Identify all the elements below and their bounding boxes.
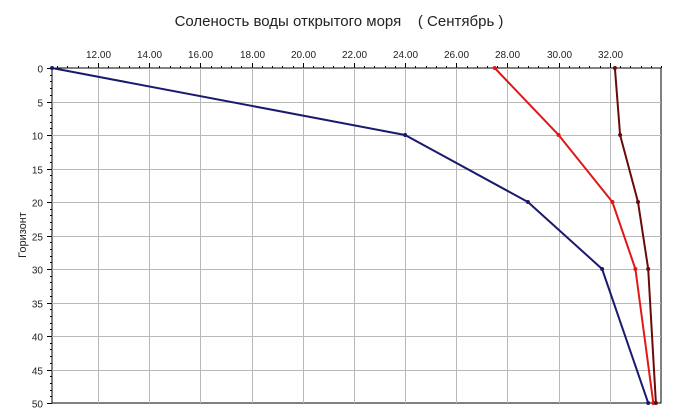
y-tick-label: 5: [37, 99, 43, 110]
series-1-line: [51, 67, 650, 404]
series-2-point: [610, 200, 615, 204]
series-2-point: [492, 66, 497, 70]
series-1-point: [646, 401, 651, 405]
series-3-line: [613, 67, 657, 404]
series-1-point: [525, 200, 530, 204]
series-3-point: [618, 133, 623, 137]
x-tick-label: 18.00: [240, 50, 265, 61]
y-tick-label: 50: [32, 400, 44, 411]
x-tick-label: 12.00: [86, 50, 111, 61]
series-1-point: [600, 267, 605, 271]
x-tick-label: 24.00: [393, 50, 418, 61]
series-2-point: [633, 267, 638, 271]
plot-area: 12.00 14.00 16.00 18.00 20.00 22.00 24.00 26.00…: [32, 50, 662, 411]
series-2-line: [493, 67, 655, 404]
x-tick-label: 22.00: [342, 50, 367, 61]
y-tick-label: 20: [32, 199, 44, 210]
y-tick-label: 10: [32, 132, 44, 143]
series-3-point: [636, 200, 640, 204]
series-1-point: [403, 133, 408, 137]
series-3-point: [612, 66, 617, 70]
x-tick-label: 20.00: [291, 50, 316, 61]
y-tick-label: 0: [37, 65, 43, 76]
x-tick-label: 26.00: [444, 50, 469, 61]
x-tick-label: 28.00: [495, 50, 520, 61]
y-tick-label: 35: [32, 300, 44, 311]
x-tick-label: 30.00: [547, 50, 572, 61]
plot-frame: [51, 67, 662, 404]
x-tick-label: 16.00: [188, 50, 213, 61]
y-tick-label: 15: [32, 166, 44, 177]
x-tick-label: 14.00: [137, 50, 162, 61]
y-axis-label: Горизонт: [17, 212, 29, 258]
series-3-point: [646, 267, 651, 271]
y-tick-label: 40: [32, 333, 44, 344]
series-3-point: [653, 401, 658, 405]
y-tick-label: 25: [32, 233, 44, 244]
y-tick-label: 45: [32, 367, 44, 378]
x-tick-label: 32.00: [598, 50, 623, 61]
series-1-point: [50, 66, 54, 70]
series-2-point: [556, 133, 561, 137]
chart-title: Соленость воды открытого моря ( Сентябрь…: [175, 13, 504, 30]
y-tick-label: 30: [32, 266, 44, 277]
